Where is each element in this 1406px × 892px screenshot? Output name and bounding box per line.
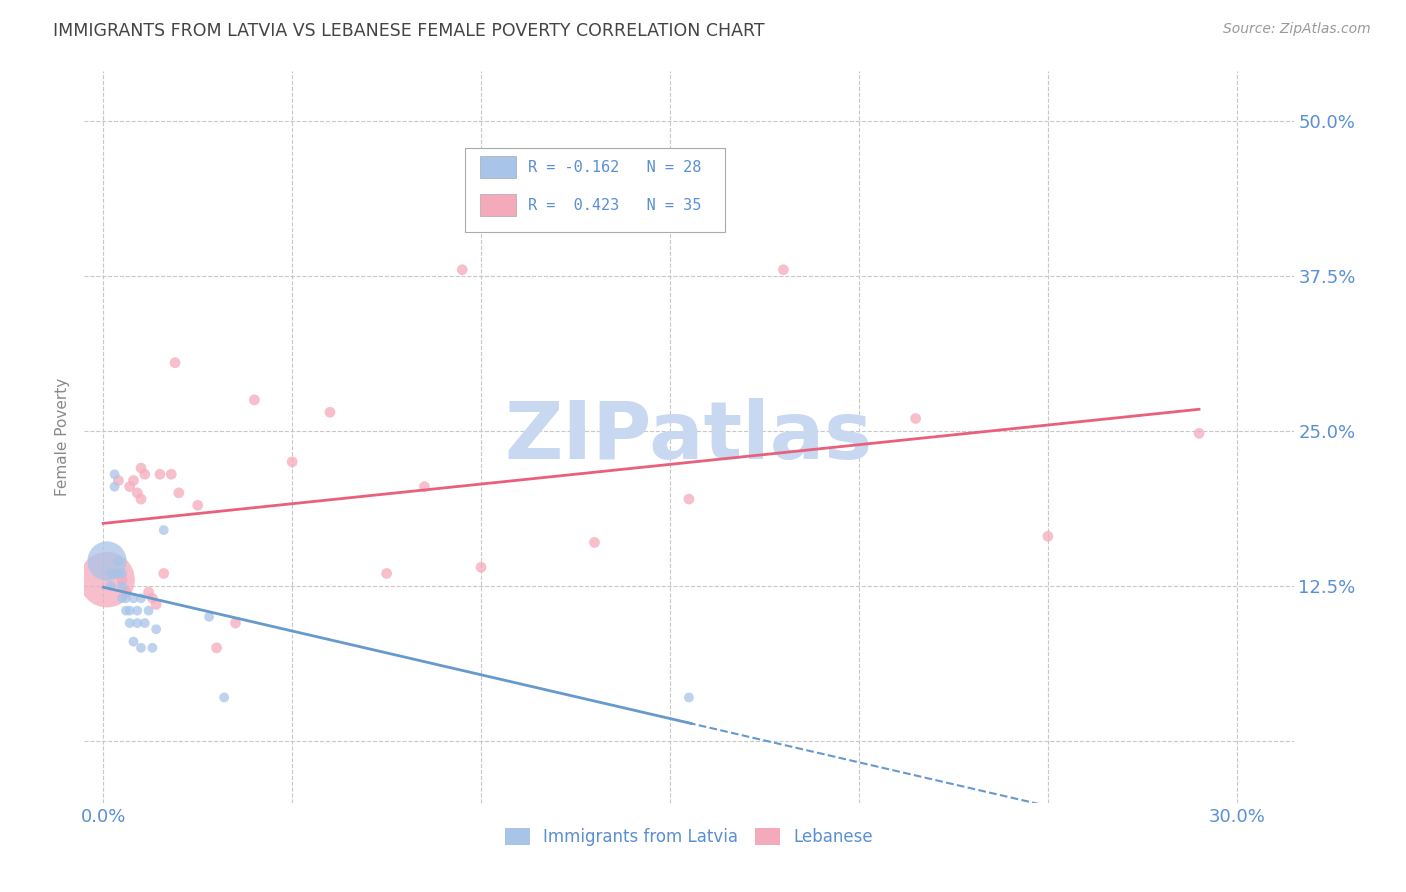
Point — [138, 604, 160, 618]
Point — [198, 610, 221, 624]
Point — [281, 455, 304, 469]
FancyBboxPatch shape — [465, 148, 725, 232]
Point — [115, 604, 138, 618]
Point — [205, 640, 228, 655]
Point — [583, 535, 606, 549]
Point — [118, 604, 141, 618]
Point — [104, 566, 127, 581]
Text: ZIPatlas: ZIPatlas — [505, 398, 873, 476]
Y-axis label: Female Poverty: Female Poverty — [55, 378, 70, 496]
Point — [375, 566, 398, 581]
Point — [413, 480, 436, 494]
Point — [96, 573, 118, 587]
Point — [111, 573, 134, 587]
Point — [118, 615, 141, 630]
Point — [678, 690, 700, 705]
Point — [107, 554, 129, 568]
Point — [129, 491, 152, 506]
Point — [129, 591, 152, 606]
Point — [118, 480, 141, 494]
Point — [904, 411, 927, 425]
FancyBboxPatch shape — [479, 156, 516, 178]
Point — [96, 554, 118, 568]
Point — [451, 262, 474, 277]
Point — [138, 585, 160, 599]
Point — [145, 598, 167, 612]
Point — [1036, 529, 1059, 543]
Point — [145, 622, 167, 636]
Point — [104, 480, 127, 494]
Point — [319, 405, 342, 419]
Point — [167, 486, 190, 500]
Point — [149, 467, 172, 482]
Point — [165, 356, 187, 370]
Point — [772, 262, 794, 277]
Text: R =  0.423   N = 35: R = 0.423 N = 35 — [529, 198, 702, 212]
Point — [127, 604, 149, 618]
Point — [160, 467, 183, 482]
Point — [243, 392, 266, 407]
Point — [111, 591, 134, 606]
Point — [141, 640, 163, 655]
FancyBboxPatch shape — [479, 194, 516, 216]
Point — [127, 615, 149, 630]
Point — [115, 591, 138, 606]
Point — [141, 591, 163, 606]
Point — [225, 615, 247, 630]
Point — [134, 615, 156, 630]
Point — [470, 560, 492, 574]
Point — [111, 579, 134, 593]
Point — [122, 591, 145, 606]
Text: R = -0.162   N = 28: R = -0.162 N = 28 — [529, 160, 702, 175]
Point — [129, 461, 152, 475]
Point — [107, 566, 129, 581]
Point — [127, 486, 149, 500]
Point — [122, 474, 145, 488]
Text: IMMIGRANTS FROM LATVIA VS LEBANESE FEMALE POVERTY CORRELATION CHART: IMMIGRANTS FROM LATVIA VS LEBANESE FEMAL… — [53, 22, 765, 40]
Point — [100, 579, 122, 593]
Point — [104, 467, 127, 482]
Point — [122, 634, 145, 648]
Point — [115, 585, 138, 599]
Point — [187, 498, 209, 512]
Point — [111, 566, 134, 581]
Point — [152, 523, 174, 537]
Point — [678, 491, 700, 506]
Point — [107, 474, 129, 488]
Text: Source: ZipAtlas.com: Source: ZipAtlas.com — [1223, 22, 1371, 37]
Point — [134, 467, 156, 482]
Legend: Immigrants from Latvia, Lebanese: Immigrants from Latvia, Lebanese — [498, 822, 880, 853]
Point — [129, 640, 152, 655]
Point — [1188, 426, 1211, 441]
Point — [212, 690, 235, 705]
Point — [100, 566, 122, 581]
Point — [152, 566, 174, 581]
